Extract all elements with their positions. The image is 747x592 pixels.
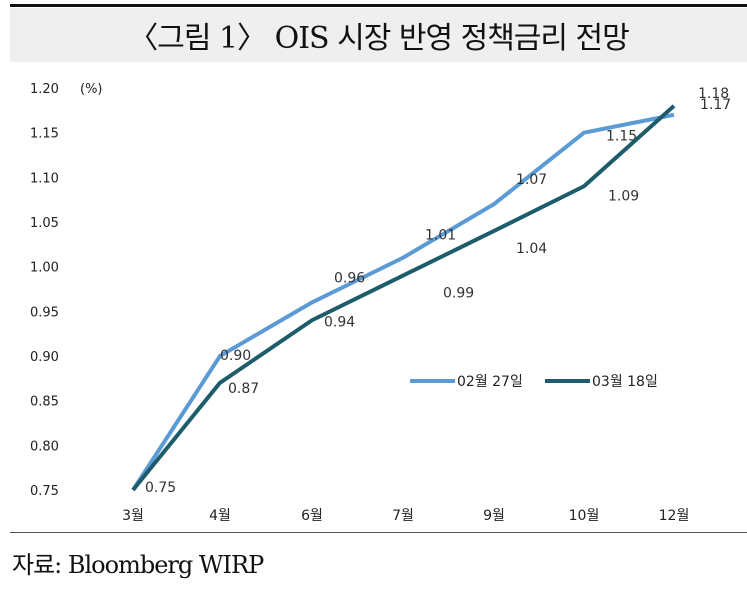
x-tick-label: 4월 [209, 508, 231, 524]
y-tick-label: 0.75 [30, 484, 59, 499]
top-rule [10, 4, 747, 7]
y-tick-label: 0.80 [30, 439, 59, 454]
y-tick-label: 0.85 [30, 395, 59, 410]
data-label: 1.17 [700, 97, 731, 113]
y-tick-label: 1.15 [30, 127, 59, 142]
x-tick-label: 10월 [569, 508, 600, 524]
data-label: 0.87 [228, 381, 259, 397]
data-label: 1.18 [698, 86, 729, 102]
series-line-1 [131, 104, 676, 492]
data-label: 0.96 [334, 270, 365, 286]
data-label: 1.15 [606, 129, 637, 145]
y-tick-label: 0.90 [30, 350, 59, 365]
y-tick-label: 0.95 [30, 305, 59, 320]
line-chart: 1.20 1.15 1.10 1.05 1.00 0.95 0.90 0.85 0.80 0.75… [30, 82, 731, 524]
series-line-0 [131, 112, 675, 492]
x-tick-label: 6월 [301, 508, 323, 524]
data-label: 0.99 [443, 286, 474, 302]
data-label: 0.94 [324, 314, 355, 330]
y-axis-unit: (%) [80, 82, 103, 97]
title-band: 〈그림 1〉 OIS 시장 반영 정책금리 전망 [10, 8, 747, 62]
y-tick-label: 1.20 [30, 82, 59, 97]
data-label: 0.90 [220, 348, 251, 364]
data-label: 1.07 [516, 172, 547, 188]
y-tick-label: 1.00 [30, 261, 59, 276]
data-label: 1.04 [516, 241, 547, 257]
legend-label: 02월 27일 [457, 374, 523, 390]
chart-title: 〈그림 1〉 OIS 시장 반영 정책금리 전망 [128, 21, 630, 56]
x-tick-label: 7월 [392, 508, 414, 524]
data-label: 0.75 [145, 480, 176, 496]
source-note: 자료: Bloomberg WIRP [12, 551, 264, 579]
x-tick-label: 9월 [483, 508, 505, 524]
data-label: 1.01 [425, 228, 456, 244]
bottom-rule [10, 532, 747, 533]
data-label: 1.09 [608, 188, 639, 204]
y-tick-label: 1.05 [30, 216, 59, 231]
x-tick-label: 12월 [659, 508, 690, 524]
legend-label: 03월 18일 [592, 374, 658, 390]
y-tick-label: 1.10 [30, 171, 59, 186]
x-tick-label: 3월 [122, 508, 144, 524]
